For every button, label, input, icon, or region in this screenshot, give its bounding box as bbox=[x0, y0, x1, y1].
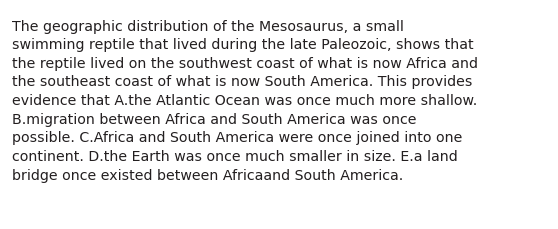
Text: The geographic distribution of the Mesosaurus, a small
swimming reptile that liv: The geographic distribution of the Mesos… bbox=[12, 19, 478, 182]
